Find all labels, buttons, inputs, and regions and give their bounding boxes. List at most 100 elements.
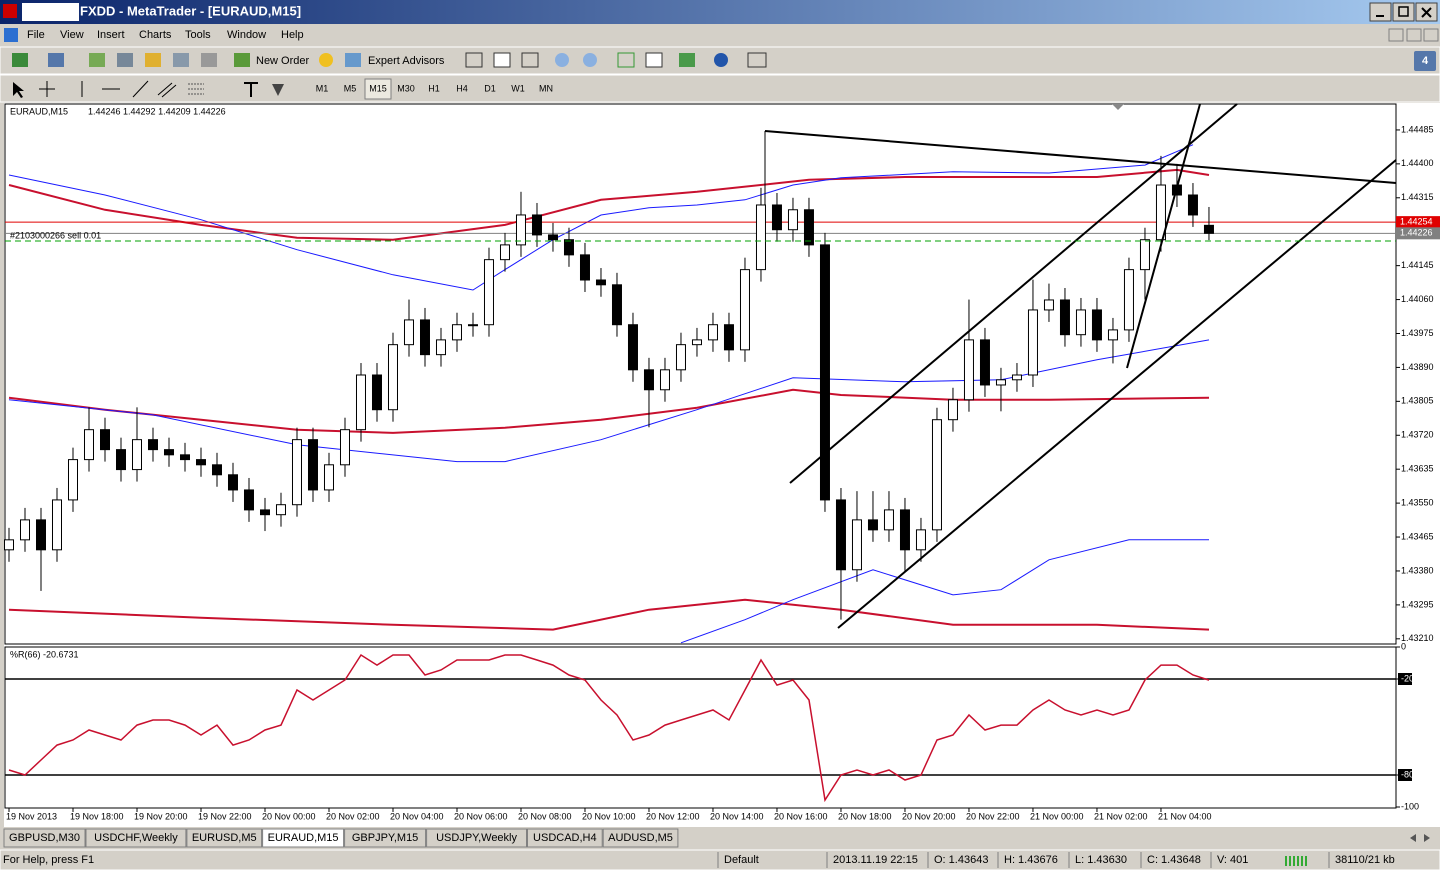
candle-body xyxy=(259,509,270,516)
indicator-title: %R(66) -20.6731 xyxy=(10,649,79,659)
y-tick-label: 1.44400 xyxy=(1401,158,1434,168)
candle-body xyxy=(35,519,46,551)
new-order-icon[interactable] xyxy=(234,53,250,67)
menu-item[interactable]: Tools xyxy=(185,29,211,41)
period-button[interactable]: W1 xyxy=(511,83,525,93)
ohlc-label: 1.44246 1.44292 1.44209 1.44226 xyxy=(88,106,226,116)
y-tick-label: 1.44485 xyxy=(1401,124,1434,134)
trendline[interactable] xyxy=(764,130,1397,184)
tab-label[interactable]: USDJPY,Weekly xyxy=(436,832,517,844)
zoom-in-icon[interactable] xyxy=(555,53,569,67)
arrows-tool[interactable] xyxy=(272,84,284,96)
candle-body xyxy=(19,519,30,541)
period-button[interactable]: H1 xyxy=(428,83,440,93)
fibo-tool[interactable] xyxy=(188,83,204,95)
tab[interactable] xyxy=(344,828,427,848)
menu-item[interactable]: View xyxy=(60,29,84,41)
new-order-label[interactable]: New Order xyxy=(256,55,310,67)
channel-line[interactable] xyxy=(837,159,1397,629)
period-button[interactable]: M15 xyxy=(369,83,387,93)
candle-body xyxy=(419,319,430,356)
tab-label[interactable]: USDCHF,Weekly xyxy=(94,832,178,844)
zoom-out-icon[interactable] xyxy=(583,53,597,67)
status-low: L: 1.43630 xyxy=(1075,854,1127,866)
tab[interactable] xyxy=(527,828,603,848)
crosshair-tool[interactable] xyxy=(39,81,55,97)
candle-body xyxy=(227,474,238,491)
menu-item[interactable]: Charts xyxy=(139,29,172,41)
new-chart-icon[interactable] xyxy=(12,53,28,67)
navigator-icon[interactable] xyxy=(145,53,161,67)
period-button[interactable]: H4 xyxy=(456,83,468,93)
menu-item[interactable]: Help xyxy=(281,29,304,41)
y-tick-label: 1.43975 xyxy=(1401,328,1434,338)
tab[interactable] xyxy=(426,828,528,848)
tab-label[interactable]: EURUSD,M5 xyxy=(192,832,257,844)
indicators-icon[interactable] xyxy=(679,53,695,67)
text-tool[interactable] xyxy=(244,82,258,97)
menu-item[interactable]: Window xyxy=(227,29,266,41)
toolbar-periods xyxy=(0,74,1440,103)
tab[interactable] xyxy=(186,828,263,848)
templates-icon[interactable] xyxy=(747,52,767,68)
candle-body xyxy=(243,489,254,511)
period-button[interactable]: MN xyxy=(539,83,553,93)
autotrading-warning[interactable] xyxy=(319,53,333,67)
tab[interactable] xyxy=(85,828,187,848)
level-label-box xyxy=(1398,673,1412,685)
price-label: 1.44254 xyxy=(1400,217,1433,227)
order-label[interactable]: #2103000266 sell 0.01 xyxy=(10,230,101,240)
tab-active[interactable] xyxy=(262,828,345,848)
periods-icon[interactable] xyxy=(714,53,728,67)
expert-advisors-label[interactable]: Expert Advisors xyxy=(368,55,445,67)
candle-body xyxy=(915,529,926,551)
menu-item[interactable]: Insert xyxy=(97,29,125,41)
tab-label[interactable]: USDCAD,H4 xyxy=(533,832,597,844)
tab-label[interactable]: AUDUSD,M5 xyxy=(608,832,673,844)
tab-label[interactable]: GBPJPY,M15 xyxy=(352,832,418,844)
channel-tool[interactable] xyxy=(157,82,177,98)
menu-item[interactable]: File xyxy=(27,29,45,41)
period-button[interactable]: M30 xyxy=(397,83,415,93)
candle-body xyxy=(531,214,542,236)
mdi-minimize[interactable] xyxy=(1388,28,1404,42)
candle-body xyxy=(83,429,94,461)
window-buttons[interactable] xyxy=(1369,2,1438,22)
expert-advisors-icon[interactable] xyxy=(345,53,361,67)
auto-scroll-icon[interactable] xyxy=(617,52,635,68)
bar-chart-icon[interactable] xyxy=(465,52,483,68)
period-button[interactable]: D1 xyxy=(484,83,496,93)
candle-chart-icon[interactable] xyxy=(493,52,511,68)
market-watch-icon[interactable] xyxy=(89,53,105,67)
y-tick-label: 1.43465 xyxy=(1401,531,1434,541)
trendline[interactable] xyxy=(1126,103,1201,369)
chart-shift-icon[interactable] xyxy=(645,52,663,68)
candle-body xyxy=(931,419,942,531)
data-window-icon[interactable] xyxy=(117,53,133,67)
profiles-icon[interactable] xyxy=(48,53,64,67)
candle-body xyxy=(595,279,606,286)
candle-body xyxy=(1043,299,1054,311)
period-button[interactable]: M5 xyxy=(344,83,357,93)
tab[interactable] xyxy=(602,828,679,848)
mdi-close[interactable] xyxy=(1423,28,1439,42)
candle-body xyxy=(1075,309,1086,336)
mdi-restore[interactable] xyxy=(1406,28,1422,42)
minimize-glyph xyxy=(1376,15,1384,17)
y-tick-label: 1.43295 xyxy=(1401,599,1434,609)
tab-label[interactable]: EURAUD,M15 xyxy=(268,832,339,844)
terminal-icon[interactable] xyxy=(173,53,189,67)
channel-line[interactable] xyxy=(789,103,1238,484)
period-button[interactable]: M1 xyxy=(316,83,329,93)
restore-button[interactable] xyxy=(1392,2,1415,22)
line-chart-icon[interactable] xyxy=(521,52,539,68)
cursor-tool[interactable] xyxy=(13,82,24,98)
tab-scroll[interactable] xyxy=(1410,834,1430,842)
tab-label[interactable]: GBPUSD,M30 xyxy=(9,832,80,844)
tester-icon[interactable] xyxy=(201,53,217,67)
tab[interactable] xyxy=(3,828,86,848)
minimize-button[interactable] xyxy=(1369,2,1392,22)
trendline-tool[interactable] xyxy=(132,80,149,98)
y-tick-label: 1.43550 xyxy=(1401,497,1434,507)
x-tick-label: 20 Nov 20:00 xyxy=(902,811,956,821)
